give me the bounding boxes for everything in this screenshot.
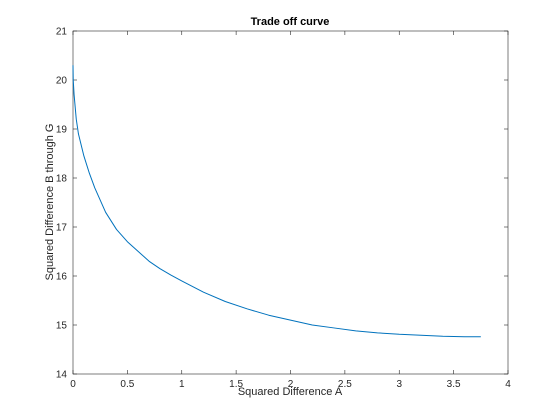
x-tick-label: 4 <box>505 379 511 390</box>
x-tick-label: 3 <box>396 379 402 390</box>
x-tick-label: 1 <box>179 379 185 390</box>
x-tick-label: 0 <box>70 379 76 390</box>
y-tick-label: 18 <box>56 174 68 185</box>
y-axis-label: Squared Difference B through G <box>44 124 56 281</box>
y-tick-label: 17 <box>56 223 68 234</box>
y-tick-label: 14 <box>56 370 68 381</box>
y-tick-label: 21 <box>56 27 68 38</box>
chart-title: Trade off curve <box>251 16 330 28</box>
x-tick-label: 2.5 <box>338 379 352 390</box>
series-line-0 <box>72 65 481 338</box>
y-tick-label: 20 <box>56 76 68 87</box>
y-tick-label: 16 <box>56 272 68 283</box>
x-tick-label: 2 <box>288 379 294 390</box>
x-axis-label: Squared Difference A <box>238 386 343 398</box>
y-tick-label: 15 <box>56 321 68 332</box>
series-layer <box>72 65 481 338</box>
y-axis: 14 15 16 17 18 19 20 21 <box>56 27 508 381</box>
x-tick-label: 3.5 <box>447 379 461 390</box>
x-axis: 0 0.5 1 1.5 2 2.5 3 3.5 4 <box>70 31 511 390</box>
y-tick-label: 19 <box>56 125 68 136</box>
plot-area <box>72 30 509 375</box>
x-tick-label: 0.5 <box>120 379 134 390</box>
x-tick-label: 1.5 <box>229 379 243 390</box>
